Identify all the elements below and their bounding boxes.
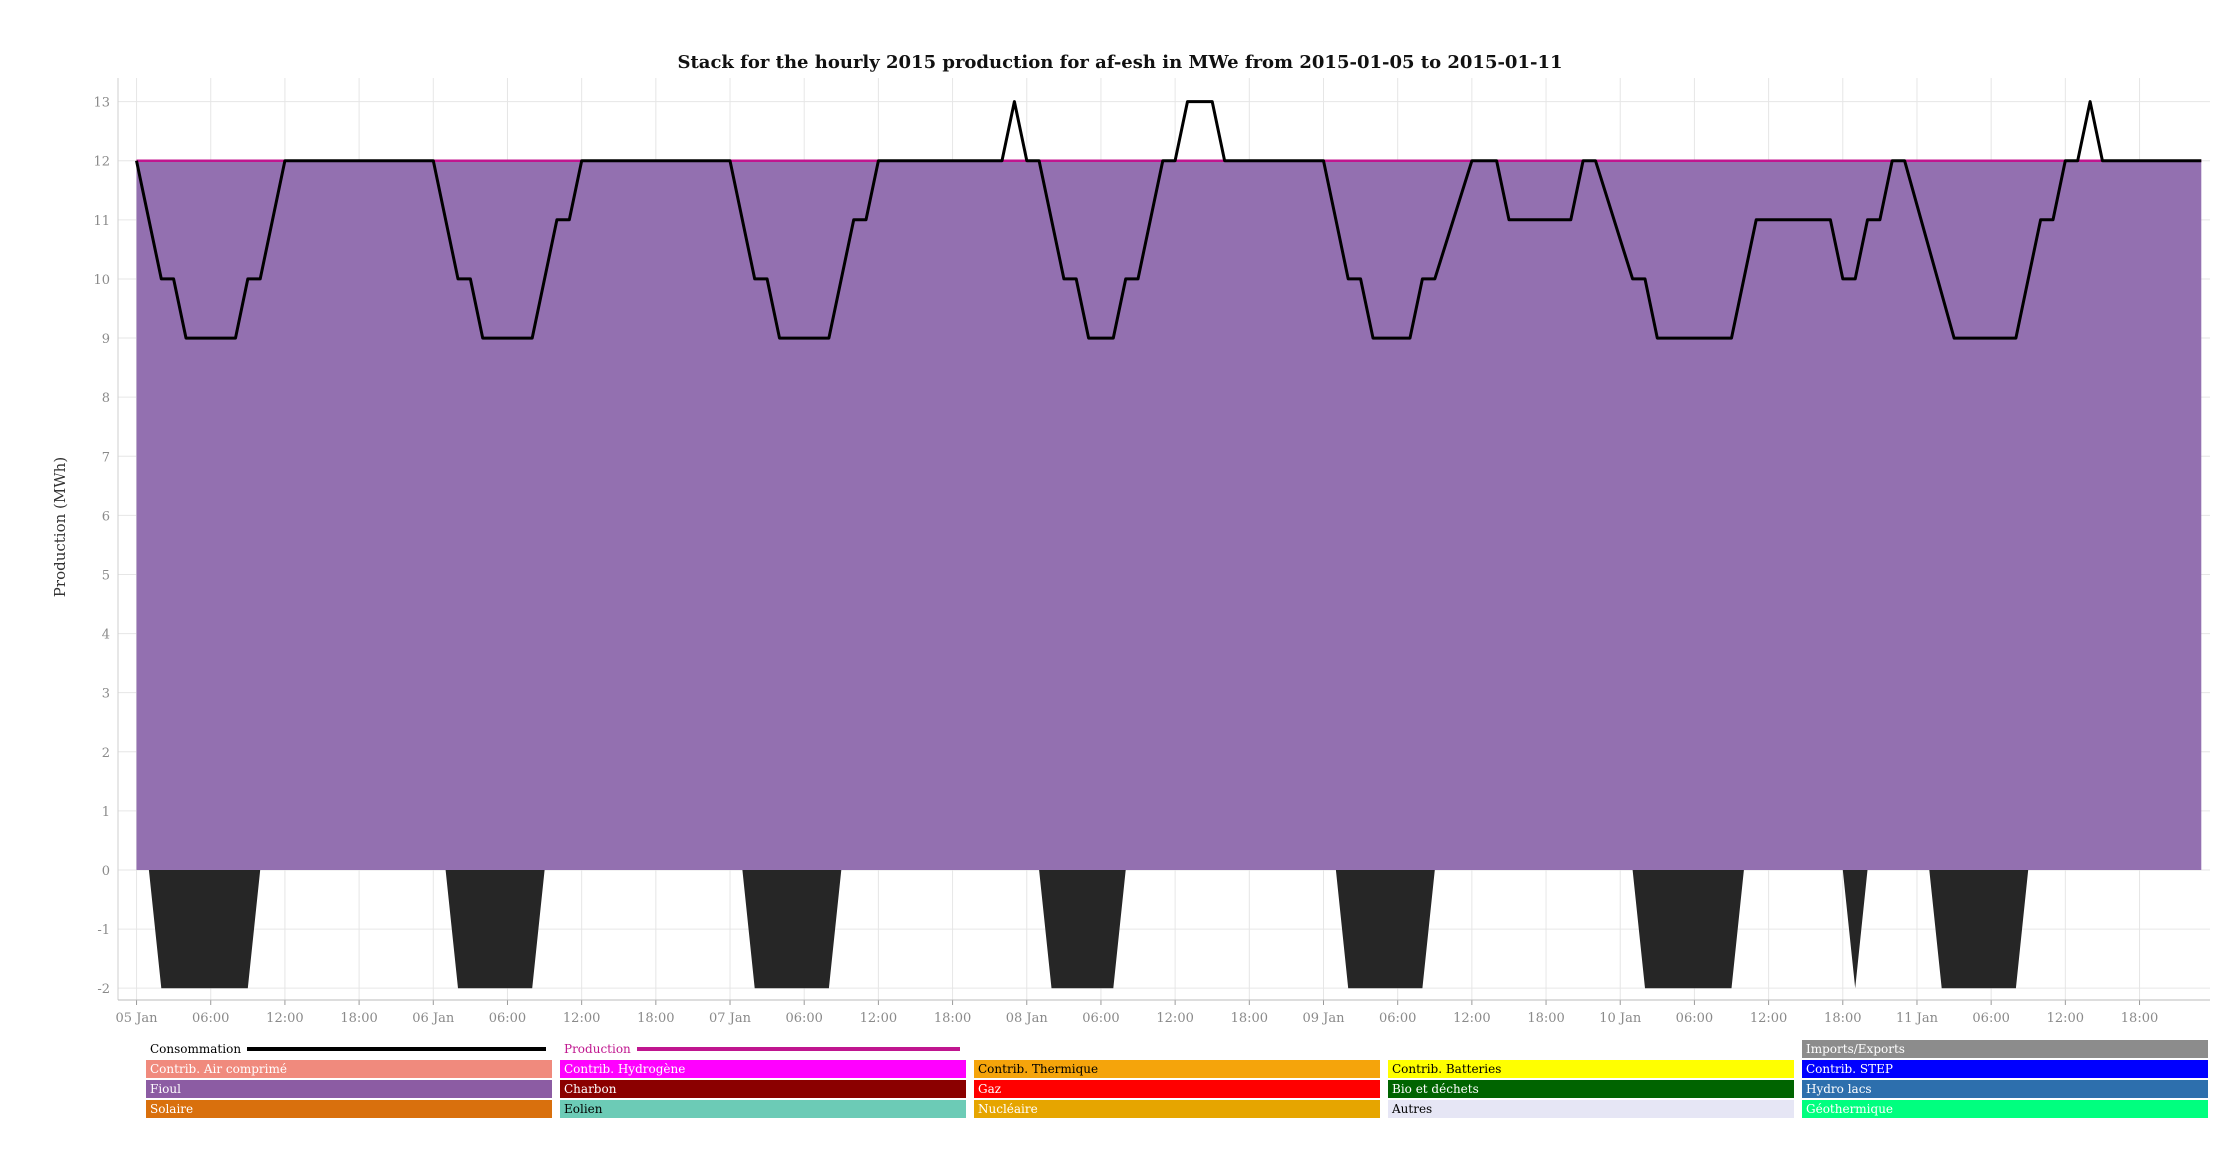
x-tick-label: 06:00: [1676, 1011, 1713, 1026]
x-tick-label: 06:00: [1082, 1011, 1119, 1026]
y-tick-label: 10: [93, 273, 110, 288]
y-tick-label: 7: [102, 450, 110, 465]
legend-label: Consommation: [150, 1042, 242, 1056]
y-tick-label: 11: [93, 214, 110, 229]
legend-row: Fioul Charbon Gaz Bio et déchets Hydro lacs: [146, 1080, 2216, 1098]
legend-entry: Contrib. Batteries: [1388, 1060, 1794, 1078]
legend-row: Consommation Production Imports/Exports: [146, 1040, 2216, 1058]
legend-spacer: [1388, 1040, 1794, 1058]
legend-line-swatch: [247, 1047, 546, 1051]
legend-entry: Autres: [1388, 1100, 1794, 1118]
legend-entry: Hydro lacs: [1802, 1080, 2208, 1098]
legend-entry: Contrib. STEP: [1802, 1060, 2208, 1078]
x-tick-label: 10 Jan: [1599, 1011, 1642, 1026]
legend-entry: Fioul: [146, 1080, 552, 1098]
legend-entry: Bio et déchets: [1388, 1080, 1794, 1098]
x-tick-label: 06 Jan: [412, 1011, 455, 1026]
y-axis-label: Production (MWh): [51, 457, 69, 597]
x-tick-label: 11 Jan: [1896, 1011, 1939, 1026]
legend-row: Solaire Eolien Nucléaire Autres Géothermique: [146, 1100, 2216, 1118]
x-tick-label: 18:00: [1824, 1011, 1861, 1026]
legend-line-swatch: [636, 1047, 960, 1051]
x-tick-label: 06:00: [489, 1011, 526, 1026]
x-tick-label: 12:00: [266, 1011, 303, 1026]
legend-entry: Contrib. Hydrogène: [560, 1060, 966, 1078]
y-tick-label: 0: [102, 864, 110, 879]
legend-entry: Nucléaire: [974, 1100, 1380, 1118]
x-tick-label: 07 Jan: [709, 1011, 752, 1026]
y-tick-label: 9: [102, 332, 110, 347]
x-tick-label: 12:00: [1750, 1011, 1787, 1026]
legend-label: Production: [564, 1042, 631, 1056]
x-tick-label: 18:00: [637, 1011, 674, 1026]
x-tick-label: 18:00: [340, 1011, 377, 1026]
legend-row: Contrib. Air comprimé Contrib. Hydrogène C…: [146, 1060, 2216, 1078]
y-tick-label: 12: [93, 155, 110, 170]
x-tick-label: 12:00: [1453, 1011, 1490, 1026]
legend-entry: Charbon: [560, 1080, 966, 1098]
x-tick-label: 18:00: [934, 1011, 971, 1026]
legend-spacer: [974, 1040, 1380, 1058]
chart: Stack for the hourly 2015 production for…: [51, 52, 2210, 1026]
x-tick-label: 18:00: [2121, 1011, 2158, 1026]
legend-entry: Gaz: [974, 1080, 1380, 1098]
legend-entry: Solaire: [146, 1100, 552, 1118]
legend: Consommation Production Imports/Exports Con…: [146, 1040, 2216, 1120]
legend-entry: Consommation: [146, 1040, 552, 1058]
x-tick-label: 06:00: [1972, 1011, 2009, 1026]
legend-entry: Contrib. Air comprimé: [146, 1060, 552, 1078]
y-tick-label: 5: [102, 568, 110, 583]
series-layer: [135, 100, 2202, 989]
x-tick-label: 05 Jan: [116, 1011, 159, 1026]
y-tick-label: 6: [102, 509, 110, 524]
x-tick-label: 18:00: [1527, 1011, 1564, 1026]
x-tick-label: 18:00: [1231, 1011, 1268, 1026]
y-tick-label: -1: [97, 923, 110, 938]
x-tick-label: 08 Jan: [1006, 1011, 1049, 1026]
legend-entry: Contrib. Thermique: [974, 1060, 1380, 1078]
x-tick-label: 06:00: [192, 1011, 229, 1026]
series-line-consommation: [135, 100, 2202, 340]
legend-entry: Production: [560, 1040, 966, 1058]
y-tick-label: 3: [102, 687, 110, 702]
y-tick-label: -2: [97, 982, 110, 997]
legend-entry: Eolien: [560, 1100, 966, 1118]
x-tick-label: 12:00: [1156, 1011, 1193, 1026]
y-tick-label: 1: [102, 805, 110, 820]
series-area-fioul: [136, 160, 2202, 870]
legend-entry: Géothermique: [1802, 1100, 2208, 1118]
y-tick-label: 2: [102, 746, 110, 761]
y-tick-label: 4: [102, 628, 110, 643]
legend-entry: Imports/Exports: [1802, 1040, 2208, 1058]
x-tick-label: 12:00: [2047, 1011, 2084, 1026]
y-tick-label: 13: [93, 96, 110, 111]
x-tick-label: 09 Jan: [1302, 1011, 1345, 1026]
y-tick-label: 8: [102, 391, 110, 406]
x-tick-label: 12:00: [860, 1011, 897, 1026]
x-tick-label: 06:00: [785, 1011, 822, 1026]
chart-title: Stack for the hourly 2015 production for…: [677, 52, 1562, 73]
x-tick-label: 12:00: [563, 1011, 600, 1026]
series-area-imports-exports: [136, 870, 2202, 989]
x-tick-label: 06:00: [1379, 1011, 1416, 1026]
